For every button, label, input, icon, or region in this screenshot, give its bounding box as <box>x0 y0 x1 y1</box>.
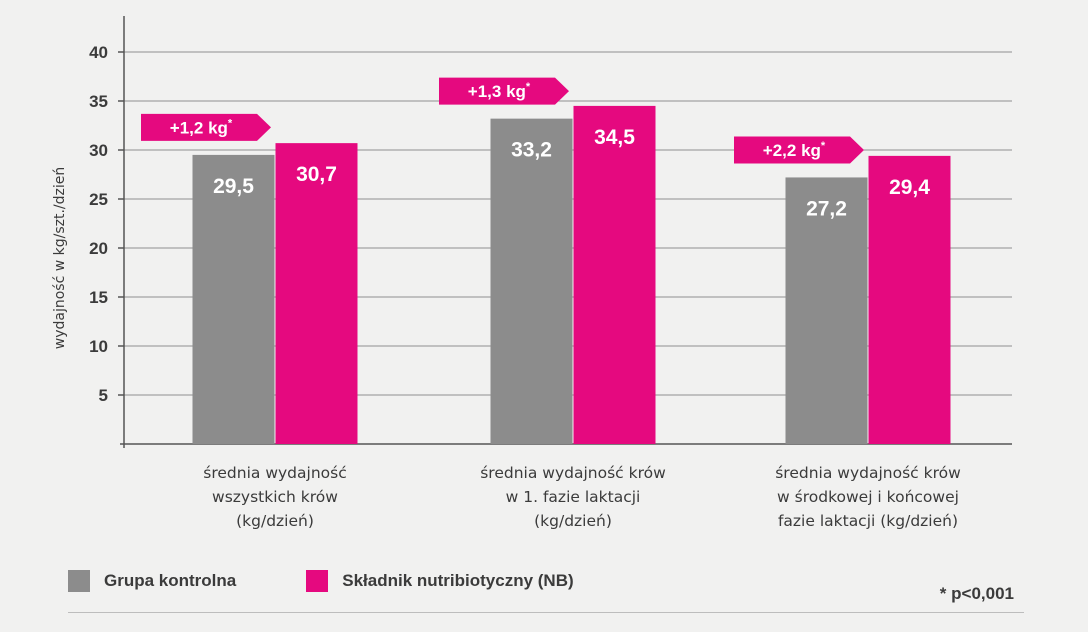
bar-nb <box>573 105 656 445</box>
significance-asterisk: * <box>526 81 531 93</box>
difference-arrow-badge <box>734 136 864 164</box>
legend-swatch-control <box>68 570 90 592</box>
legend-item-nb: Składnik nutribiotyczny (NB) <box>306 570 574 592</box>
bar-control <box>192 154 275 444</box>
bar-value-label: 27,2 <box>806 197 847 220</box>
y-tick-label: 10 <box>89 337 108 356</box>
bar-value-label: 33,2 <box>511 139 552 162</box>
bar-value-label: 29,5 <box>213 175 254 198</box>
x-category-label: w 1. fazie laktacji <box>506 488 641 506</box>
significance-footnote: * p<0,001 <box>939 584 1014 603</box>
bar-control <box>490 118 573 444</box>
x-category-label: (kg/dzień) <box>236 512 314 530</box>
legend: Grupa kontrolna Składnik nutribiotyczny … <box>68 570 644 592</box>
bar-value-label: 30,7 <box>296 163 337 186</box>
x-category-label: fazie laktacji (kg/dzień) <box>778 512 958 530</box>
difference-arrow-badge <box>141 113 271 141</box>
x-category-label: średnia wydajność krów <box>480 464 666 482</box>
difference-label: +1,2 kg* <box>170 117 233 137</box>
legend-swatch-nb <box>306 570 329 592</box>
x-category-label: średnia wydajność <box>203 464 346 482</box>
y-tick-label: 15 <box>89 288 108 307</box>
legend-label-nb: Składnik nutribiotyczny (NB) <box>342 571 574 590</box>
legend-item-control: Grupa kontrolna <box>68 570 236 592</box>
y-tick-label: 25 <box>89 190 108 209</box>
difference-label: +1,3 kg* <box>468 81 531 101</box>
x-category-label: wszystkich krów <box>212 488 338 506</box>
legend-label-control: Grupa kontrolna <box>104 571 237 590</box>
y-tick-label: 40 <box>89 43 108 62</box>
bar-chart: 5 10 15 20 25 30 35 40 wydajność w kg/szt./dzień… <box>52 16 1012 530</box>
bar-nb <box>868 155 951 444</box>
y-tick-label: 35 <box>89 92 108 111</box>
y-tick-label: 30 <box>89 141 108 160</box>
bottom-rule <box>68 612 1024 613</box>
difference-arrow-badge <box>439 77 569 105</box>
x-category-label: (kg/dzień) <box>534 512 612 530</box>
x-category-label: średnia wydajność krów <box>775 464 961 482</box>
y-axis-label: wydajność w kg/szt./dzień <box>52 167 68 350</box>
bar-value-label: 29,4 <box>889 176 930 199</box>
bar-value-label: 34,5 <box>594 126 635 149</box>
significance-asterisk: * <box>228 117 233 129</box>
difference-label: +2,2 kg* <box>763 140 826 160</box>
y-tick-label: 5 <box>99 386 108 405</box>
bar-nb <box>275 143 358 444</box>
x-category-label: w środkowej i końcowej <box>777 488 959 506</box>
significance-asterisk: * <box>821 140 826 152</box>
y-tick-label: 20 <box>89 239 108 258</box>
bar-control <box>785 177 868 444</box>
